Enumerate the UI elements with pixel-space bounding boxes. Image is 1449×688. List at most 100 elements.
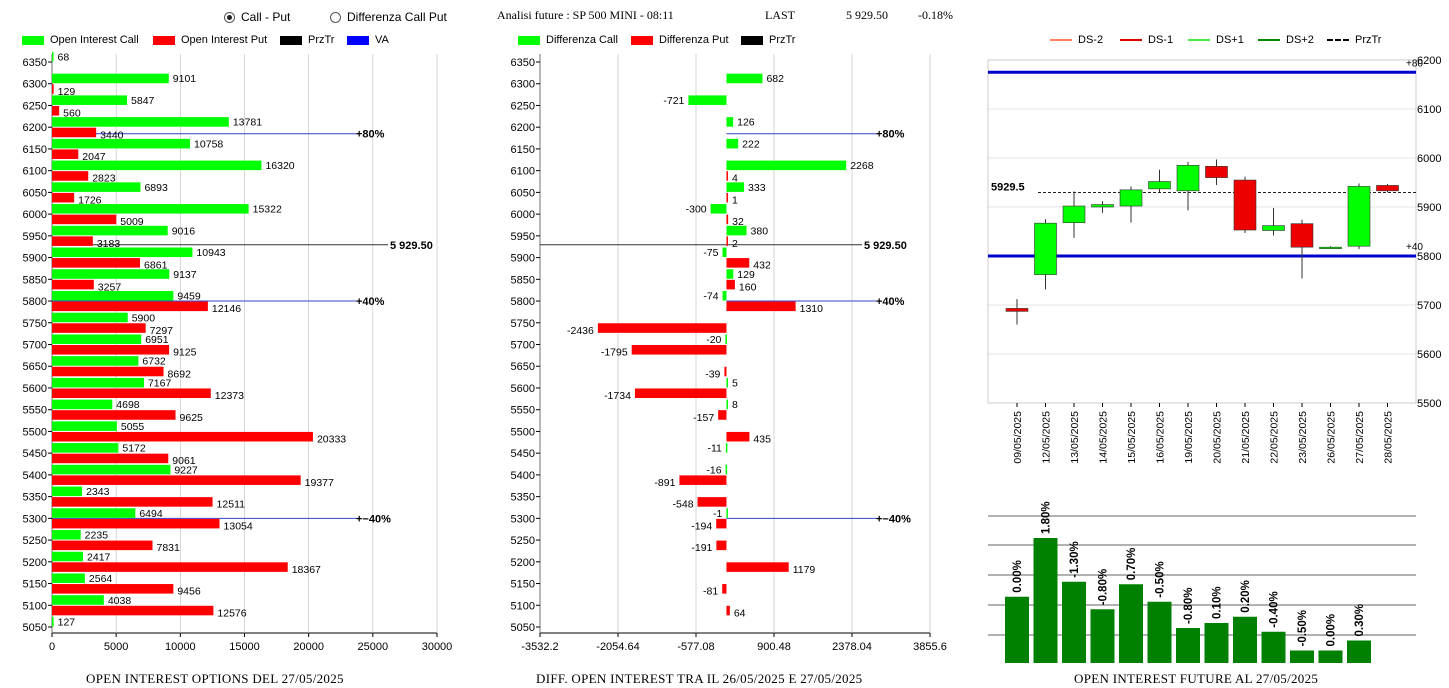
y-tick-label: 5250 (23, 535, 47, 547)
put-value-label: 1310 (800, 303, 824, 315)
future-bar (1147, 601, 1172, 663)
level-label: +−40% (876, 513, 911, 525)
call-bar (726, 508, 728, 518)
y-tick-label: 5950 (511, 231, 535, 243)
future-bar (1204, 623, 1229, 663)
future-value-label: 0.00% (1326, 614, 1338, 647)
put-bar (697, 497, 727, 507)
analisi-title: Analisi future : SP 500 MINI - 08:11 (497, 8, 674, 22)
y-tick-label: 6300 (511, 79, 535, 91)
put-value-label: 12373 (215, 390, 244, 402)
candle-body (1262, 225, 1285, 231)
put-value-label: -191 (691, 542, 712, 554)
future-value-label: -0.40% (1269, 591, 1281, 627)
call-bar (726, 225, 747, 236)
put-bar (52, 171, 89, 181)
candle-body (1233, 179, 1257, 231)
x-tick-label: 19/05/2025 (1183, 411, 1195, 464)
call-bar (52, 182, 141, 192)
legend-put: Open Interest Put (153, 34, 267, 46)
put-value-label: 3183 (97, 238, 121, 250)
put-value-label: 2823 (92, 173, 116, 185)
put-value-label: 432 (753, 260, 771, 272)
put-bar (726, 192, 728, 203)
call-value-label: 7167 (148, 377, 172, 389)
put-value-label: 3440 (100, 129, 124, 141)
legend-ds+2: DS+2 (1258, 34, 1314, 46)
call-bar (52, 204, 249, 214)
put-value-label: 1726 (78, 194, 102, 206)
x-tick-label: 16/05/2025 (1155, 411, 1167, 464)
y-tick-label: 6050 (511, 187, 535, 199)
call-value-label: 333 (748, 182, 766, 194)
legend-ds-2: DS-2 (1050, 34, 1103, 46)
last-label: LAST (765, 8, 795, 22)
put-bar (52, 431, 313, 442)
x-tick-label: 25000 (358, 641, 389, 653)
future-value-label: 0.30% (1354, 604, 1366, 637)
put-bar (52, 584, 174, 594)
put-value-label: 129 (58, 86, 76, 98)
level-label: +40% (876, 296, 905, 308)
y-tick-label: 5050 (511, 622, 535, 634)
differenza-radio[interactable]: Differenza Call Put (330, 10, 447, 24)
put-bar (52, 497, 213, 507)
put-value-label: 7297 (150, 325, 174, 337)
put-value-label: 32 (732, 216, 744, 228)
future-bar (1033, 538, 1058, 663)
legend-line (1327, 39, 1349, 41)
call-value-label: 9016 (172, 225, 196, 237)
put-value-label: 12576 (217, 607, 246, 619)
x-tick-label: 12/05/2025 (1041, 411, 1053, 464)
call-bar (52, 247, 193, 258)
legend-ds+1: DS+1 (1188, 34, 1244, 46)
put-value-label: 5009 (120, 216, 144, 228)
call-bar (52, 530, 81, 540)
x-tick-label: 10000 (165, 641, 196, 653)
x-tick-label: 23/05/2025 (1297, 411, 1309, 464)
y-tick-label: 5700 (511, 340, 535, 352)
put-value-label: -81 (703, 586, 718, 598)
call-bar (52, 138, 191, 149)
call-value-label: 5847 (131, 95, 155, 107)
future-value-label: -0.50% (1297, 610, 1309, 646)
call-put-label: Call - Put (241, 10, 291, 24)
call-value-label: 10758 (194, 138, 223, 150)
put-value-label: 9061 (172, 455, 196, 467)
future-value-label: 0.70% (1126, 548, 1138, 581)
candle-body (1062, 205, 1086, 223)
call-value-label: -75 (703, 247, 718, 259)
put-bar (52, 453, 169, 464)
future-bar (1318, 650, 1343, 663)
y-tick-label: 5900 (23, 253, 47, 265)
call-value-label: -300 (686, 204, 707, 216)
put-bar (722, 584, 727, 594)
call-put-radio[interactable]: Call - Put (224, 10, 290, 24)
legend-swatch (22, 35, 44, 45)
y-tick-label: 5350 (23, 492, 47, 504)
call-bar (52, 73, 169, 84)
y-tick-label: 5450 (23, 448, 47, 460)
y-tick-label: 6300 (23, 79, 47, 91)
candle-body (1376, 185, 1399, 192)
put-bar (726, 562, 789, 572)
put-value-label: 64 (734, 607, 746, 619)
call-value-label: 9227 (174, 464, 198, 476)
candle-body (1319, 246, 1342, 249)
put-bar (726, 279, 735, 290)
x-tick-label: 14/05/2025 (1098, 411, 1110, 464)
put-value-label: 435 (753, 433, 771, 445)
diff-open-interest-chart: -3532.2 -2054.64 -577.08 900.48 2378.04 3855.… (511, 54, 947, 653)
call-value-label: -11 (707, 443, 722, 455)
put-bar (52, 323, 146, 333)
legend-right-przt: PrzTr (1327, 34, 1381, 46)
call-value-label: 5900 (132, 312, 156, 324)
future-bar (1005, 596, 1029, 663)
x-tick-label: 27/05/2025 (1354, 411, 1366, 464)
change-value: -0.18% (918, 8, 953, 22)
call-bar (726, 377, 728, 388)
y-tick-label: 6000 (511, 209, 535, 221)
future-bar (1176, 628, 1200, 663)
put-bar (52, 518, 220, 529)
call-value-label: 127 (58, 617, 76, 629)
